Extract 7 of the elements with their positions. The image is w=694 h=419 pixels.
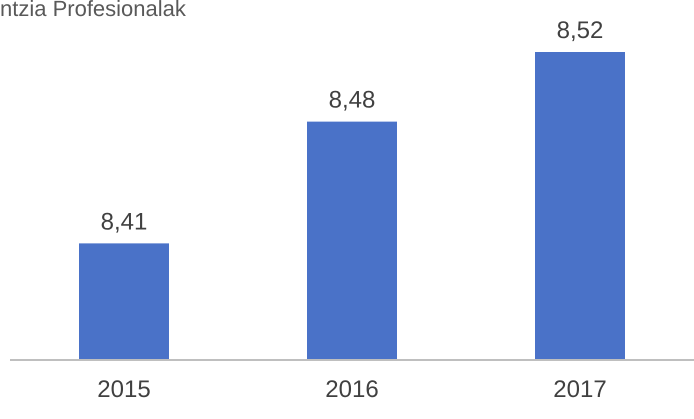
chart-title: ntzia Profesionalak [0,0,186,22]
data-label: 8,52 [556,17,604,44]
x-tick-label: 2017 [553,376,607,404]
data-label: 8,48 [328,86,376,114]
x-tick-label: 2015 [97,376,151,404]
data-label: 8,41 [100,208,148,236]
x-tick-label: 2016 [325,376,379,404]
